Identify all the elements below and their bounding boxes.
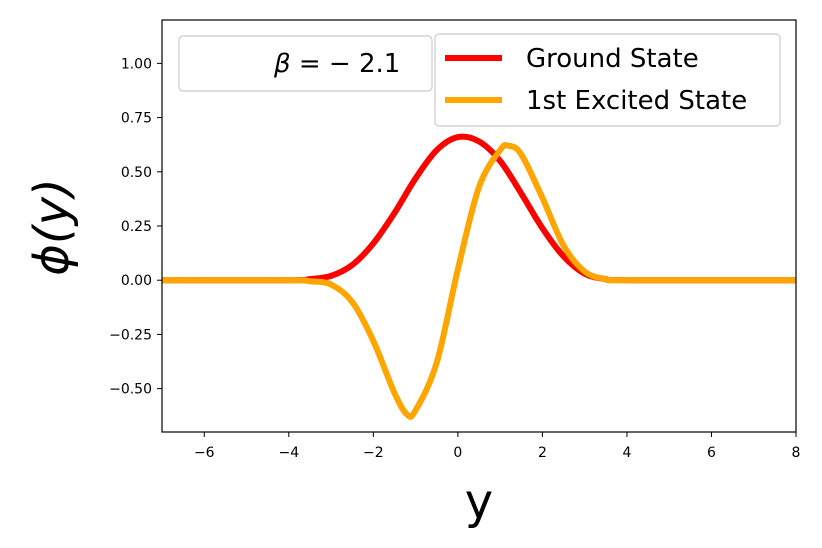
y-tick-label: 0.25 bbox=[121, 219, 152, 235]
y-tick-label: 1.00 bbox=[121, 56, 152, 72]
y-tick-label: 0.50 bbox=[121, 165, 152, 181]
y-tick-label: 0.75 bbox=[121, 111, 152, 127]
legend-label-first-excited-state: 1st Excited State bbox=[526, 86, 747, 116]
y-tick-label: −0.50 bbox=[109, 382, 152, 398]
y-axis-ticks: −0.50 −0.25 0.00 0.25 0.50 0.75 1.00 bbox=[109, 56, 162, 398]
beta-value: − 2.1 bbox=[329, 49, 400, 79]
x-tick-label: −4 bbox=[278, 445, 299, 461]
x-tick-label: −6 bbox=[194, 445, 215, 461]
y-tick-label: −0.25 bbox=[109, 327, 152, 343]
y-axis-title: ϕ(y) bbox=[24, 178, 80, 276]
beta-prefix: β = bbox=[273, 49, 329, 79]
beta-annotation: β = − 2.1 bbox=[178, 35, 433, 92]
series-line-ground-state bbox=[161, 133, 797, 284]
x-tick-label: 0 bbox=[453, 445, 462, 461]
x-tick-label: 4 bbox=[622, 445, 631, 461]
legend: Ground State 1st Excited State bbox=[434, 33, 781, 127]
legend-label-ground-state: Ground State bbox=[526, 44, 699, 74]
beta-label: β = − 2.1 bbox=[273, 49, 400, 79]
x-tick-label: 8 bbox=[792, 445, 801, 461]
legend-box bbox=[434, 33, 781, 127]
x-tick-label: −2 bbox=[363, 445, 384, 461]
axes-frame bbox=[161, 19, 797, 433]
y-tick-label: 0.00 bbox=[121, 273, 152, 289]
x-axis-title: y bbox=[465, 474, 493, 530]
annotation-box bbox=[178, 35, 433, 92]
x-axis-ticks: −6 −4 −2 0 2 4 6 8 bbox=[194, 432, 801, 461]
plot-area bbox=[161, 133, 797, 420]
x-tick-label: 6 bbox=[707, 445, 716, 461]
series-line-first-excited-state bbox=[161, 142, 797, 420]
x-tick-label: 2 bbox=[538, 445, 547, 461]
